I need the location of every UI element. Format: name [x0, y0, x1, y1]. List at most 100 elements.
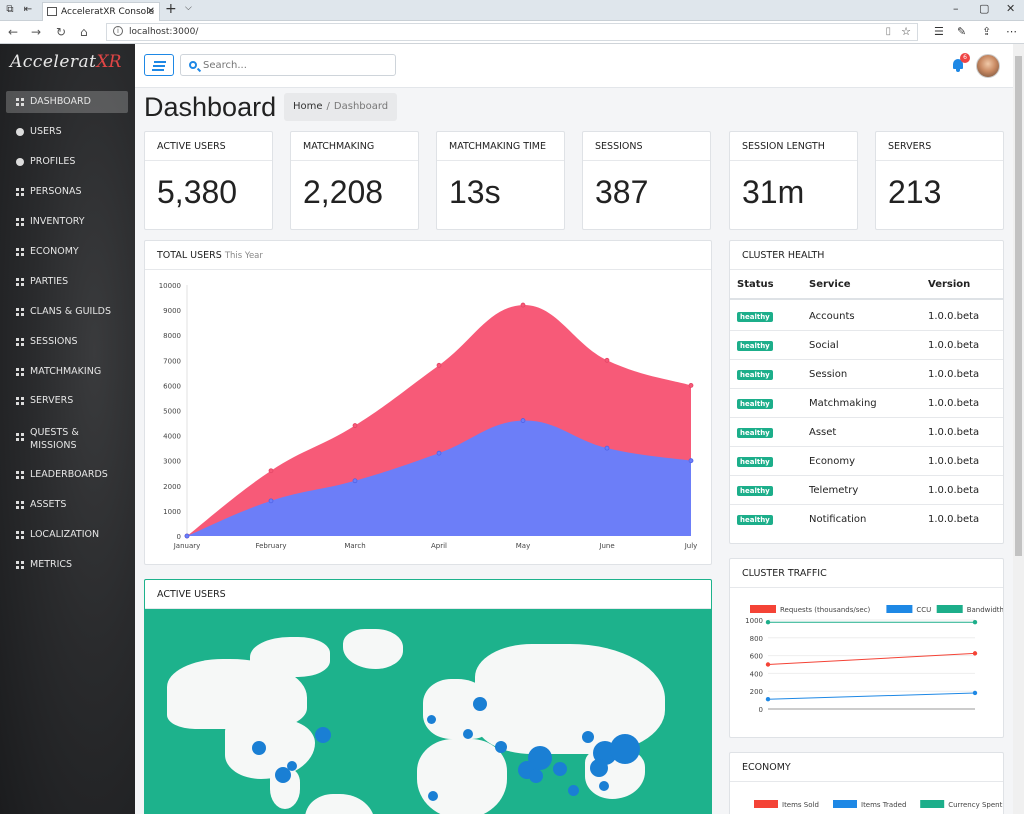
stat-value: 387: [595, 174, 649, 210]
y-tick-label: 200: [750, 688, 763, 696]
page-title: Dashboard: [144, 92, 277, 122]
x-tick-label: March: [344, 542, 365, 550]
notification-bell-icon[interactable]: [952, 58, 964, 72]
data-point: [604, 445, 610, 451]
app-logo[interactable]: AcceleratXR: [10, 52, 132, 74]
scrollbar-thumb[interactable]: [1015, 56, 1022, 556]
user-cluster-dot[interactable]: [590, 759, 608, 777]
data-point: [436, 362, 442, 368]
legend-label: Items Traded: [861, 801, 906, 809]
data-point: [520, 418, 526, 423]
browser-tab[interactable]: AcceleratXR Console ✕: [42, 2, 160, 21]
url-field[interactable]: i localhost:3000/ ▯ ☆: [106, 23, 918, 41]
sidebar-item-economy[interactable]: ECONOMY: [6, 241, 128, 263]
sidebar-item-quests-missions[interactable]: QUESTS & MISSIONS: [6, 424, 128, 454]
series-area-1: [187, 420, 691, 536]
sidebar-item-personas[interactable]: PERSONAS: [6, 181, 128, 203]
service-name: Asset: [809, 427, 837, 438]
sidebar-item-sessions[interactable]: SESSIONS: [6, 331, 128, 353]
sidebar-item-servers[interactable]: SERVERS: [6, 390, 128, 412]
favorites-list-icon[interactable]: ☰: [934, 25, 944, 38]
sidebar-item-matchmaking[interactable]: MATCHMAKING: [6, 361, 128, 383]
tab-actions-icon[interactable]: ⧉: [6, 4, 14, 15]
breadcrumb-home-link[interactable]: Home: [293, 101, 323, 112]
user-cluster-dot[interactable]: [275, 767, 291, 783]
world-map[interactable]: [145, 609, 711, 814]
cluster-traffic-card: CLUSTER TRAFFIC Requests (thousands/sec)…: [729, 558, 1004, 738]
user-cluster-dot[interactable]: [463, 729, 473, 739]
user-cluster-dot[interactable]: [315, 727, 331, 743]
sidebar-item-assets[interactable]: ASSETS: [6, 494, 128, 516]
data-point: [972, 651, 978, 656]
sidebar-item-inventory[interactable]: INVENTORY: [6, 211, 128, 233]
home-icon[interactable]: ⌂: [80, 25, 88, 39]
new-tab-button[interactable]: +: [165, 1, 177, 17]
sidebar-item-clans-guilds[interactable]: CLANS & GUILDS: [6, 301, 128, 323]
landmass-asia: [475, 644, 665, 754]
user-cluster-dot[interactable]: [252, 741, 266, 755]
menu-toggle-button[interactable]: [144, 54, 174, 76]
favorite-star-icon[interactable]: ☆: [901, 25, 911, 38]
pen-icon[interactable]: ✎: [957, 25, 967, 38]
user-avatar[interactable]: [976, 54, 1000, 78]
user-icon: [16, 128, 24, 136]
forward-icon[interactable]: →: [31, 25, 42, 39]
user-cluster-dot[interactable]: [529, 769, 543, 783]
user-cluster-dot[interactable]: [427, 715, 436, 724]
column-header-service[interactable]: Service: [809, 279, 851, 290]
grid-icon: [16, 561, 24, 569]
grid-icon: [16, 397, 24, 405]
cluster-traffic-chart: Requests (thousands/sec) CCU Bandwidth 0 200…: [745, 605, 1003, 714]
user-cluster-dot[interactable]: [495, 741, 507, 753]
column-header-status[interactable]: Status: [737, 279, 774, 290]
search-icon: [189, 61, 197, 69]
column-header-version[interactable]: Version: [928, 279, 971, 290]
data-point: [604, 357, 610, 363]
legend-label: Currency Spent: [948, 801, 1002, 809]
y-tick-label: 1000: [163, 508, 181, 516]
user-cluster-dot[interactable]: [610, 734, 640, 764]
sidebar-item-profiles[interactable]: PROFILES: [6, 151, 128, 173]
user-cluster-dot[interactable]: [582, 731, 594, 743]
more-options-icon[interactable]: ⋯: [1006, 25, 1017, 38]
set-aside-tabs-icon[interactable]: ⇤: [23, 4, 33, 15]
minimize-icon[interactable]: –: [953, 2, 959, 15]
reading-view-icon[interactable]: ▯: [885, 26, 891, 37]
y-tick-label: 3000: [163, 458, 181, 466]
sidebar-item-label: ASSETS: [30, 499, 67, 510]
x-tick-label: April: [431, 542, 447, 550]
user-cluster-dot[interactable]: [473, 697, 487, 711]
user-cluster-dot[interactable]: [599, 781, 609, 791]
search-input[interactable]: [203, 56, 388, 74]
sidebar-item-parties[interactable]: PARTIES: [6, 271, 128, 293]
cluster-health-title: CLUSTER HEALTH: [730, 241, 1003, 270]
back-icon[interactable]: ←: [8, 25, 19, 39]
y-tick-label: 1000: [745, 617, 763, 625]
sidebar-item-leaderboards[interactable]: LEADERBOARDS: [6, 464, 128, 486]
x-tick-label: July: [684, 542, 698, 550]
total-users-chart: 0 1000 2000 3000 4000 5000 6000 7000 8000 9000 100…: [159, 282, 698, 550]
service-name: Social: [809, 340, 839, 351]
site-info-icon[interactable]: i: [113, 26, 123, 36]
table-row: healthy Asset 1.0.0.beta: [730, 418, 1003, 447]
user-cluster-dot[interactable]: [287, 761, 297, 771]
sidebar-item-dashboard[interactable]: DASHBOARD: [6, 91, 128, 113]
refresh-icon[interactable]: ↻: [56, 25, 67, 39]
maximize-icon[interactable]: ▢: [979, 2, 990, 15]
user-cluster-dot[interactable]: [553, 762, 567, 776]
sidebar-item-users[interactable]: USERS: [6, 121, 128, 143]
stat-label: ACTIVE USERS: [145, 132, 272, 161]
sidebar-item-metrics[interactable]: METRICS: [6, 554, 128, 576]
user-cluster-dot[interactable]: [428, 791, 438, 801]
tab-list-chevron-icon[interactable]: ⌵: [185, 3, 192, 13]
y-tick-label: 9000: [163, 307, 181, 315]
stat-card-session-length: SESSION LENGTH 31m: [729, 131, 858, 230]
stat-card-servers: SERVERS 213: [875, 131, 1004, 230]
share-icon[interactable]: ⇪: [982, 25, 992, 38]
service-name: Notification: [809, 514, 867, 525]
close-tab-icon[interactable]: ✕: [146, 6, 155, 17]
close-window-icon[interactable]: ✕: [1006, 2, 1016, 15]
page-scrollbar[interactable]: [1013, 44, 1024, 814]
sidebar-item-localization[interactable]: LOCALIZATION: [6, 524, 128, 546]
user-cluster-dot[interactable]: [568, 785, 579, 796]
